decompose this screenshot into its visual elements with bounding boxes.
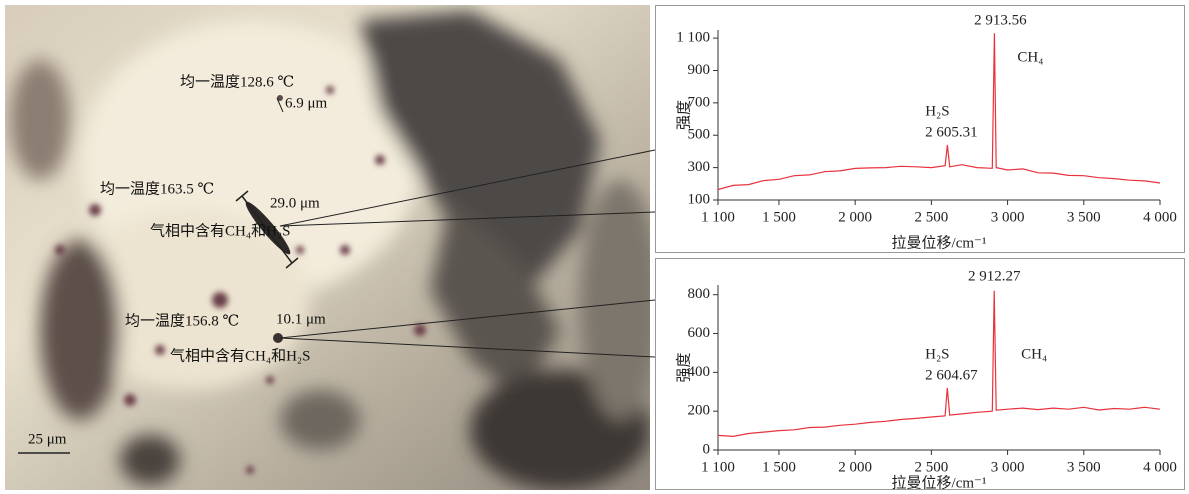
x-tick-label: 1 500: [762, 209, 796, 225]
peak-name: H₂S: [925, 346, 949, 362]
x-axis-title: 拉曼位移/cm⁻¹: [892, 474, 987, 491]
scale-bar-label: 25 μm: [28, 431, 67, 447]
annotation: 10.1 μm: [276, 311, 326, 327]
figure: 均一温度128.6 ℃ 6.9 μm 均一温度163.5 ℃ 29.0 μm 气…: [0, 0, 1189, 494]
chart-frame: [656, 259, 1185, 490]
y-tick-label: 300: [688, 159, 711, 175]
annotation: 均一温度163.5 ℃: [100, 180, 214, 197]
x-tick-label: 1 100: [701, 209, 735, 225]
annotation: 29.0 μm: [270, 195, 320, 211]
annotation: 均一温度156.8 ℃: [125, 312, 239, 329]
x-tick-label: 3 000: [991, 459, 1025, 475]
annotation: 气相中含有CH₄和H₂S: [170, 347, 310, 364]
peak-label: 2 605.31: [925, 124, 978, 140]
micrograph: [5, 5, 660, 490]
x-tick-label: 2 500: [915, 459, 949, 475]
peak-name: CH₄: [1021, 346, 1047, 362]
peak-label: 2 604.67: [925, 367, 978, 383]
y-tick-label: 800: [688, 286, 711, 302]
peak-label: 2 912.27: [968, 268, 1021, 284]
annotation: 气相中含有CH₄和H₂S: [150, 222, 290, 239]
x-tick-label: 1 500: [762, 459, 796, 475]
x-tick-label: 4 000: [1143, 209, 1177, 225]
y-axis-title: 强度: [675, 100, 692, 130]
x-tick-label: 1 100: [701, 459, 735, 475]
y-tick-label: 900: [688, 62, 711, 78]
y-tick-label: 0: [703, 441, 711, 457]
peak-name: CH₄: [1017, 50, 1043, 66]
x-tick-label: 2 500: [915, 209, 949, 225]
peak-name: H₂S: [925, 103, 949, 119]
x-axis-title: 拉曼位移/cm⁻¹: [892, 234, 987, 251]
x-tick-label: 3 500: [1067, 459, 1101, 475]
y-axis-title: 强度: [675, 352, 692, 382]
annotation: 均一温度128.6 ℃: [180, 73, 294, 90]
x-tick-label: 3 000: [991, 209, 1025, 225]
x-tick-label: 2 000: [838, 209, 872, 225]
x-tick-label: 4 000: [1143, 459, 1177, 475]
y-tick-label: 600: [688, 325, 711, 341]
peak-label: 2 913.56: [974, 13, 1027, 29]
x-tick-label: 2 000: [838, 459, 872, 475]
y-tick-label: 100: [688, 191, 711, 207]
y-tick-label: 200: [688, 403, 711, 419]
x-tick-label: 3 500: [1067, 209, 1101, 225]
annotation: 6.9 μm: [285, 95, 328, 111]
y-tick-label: 1 100: [676, 30, 710, 46]
